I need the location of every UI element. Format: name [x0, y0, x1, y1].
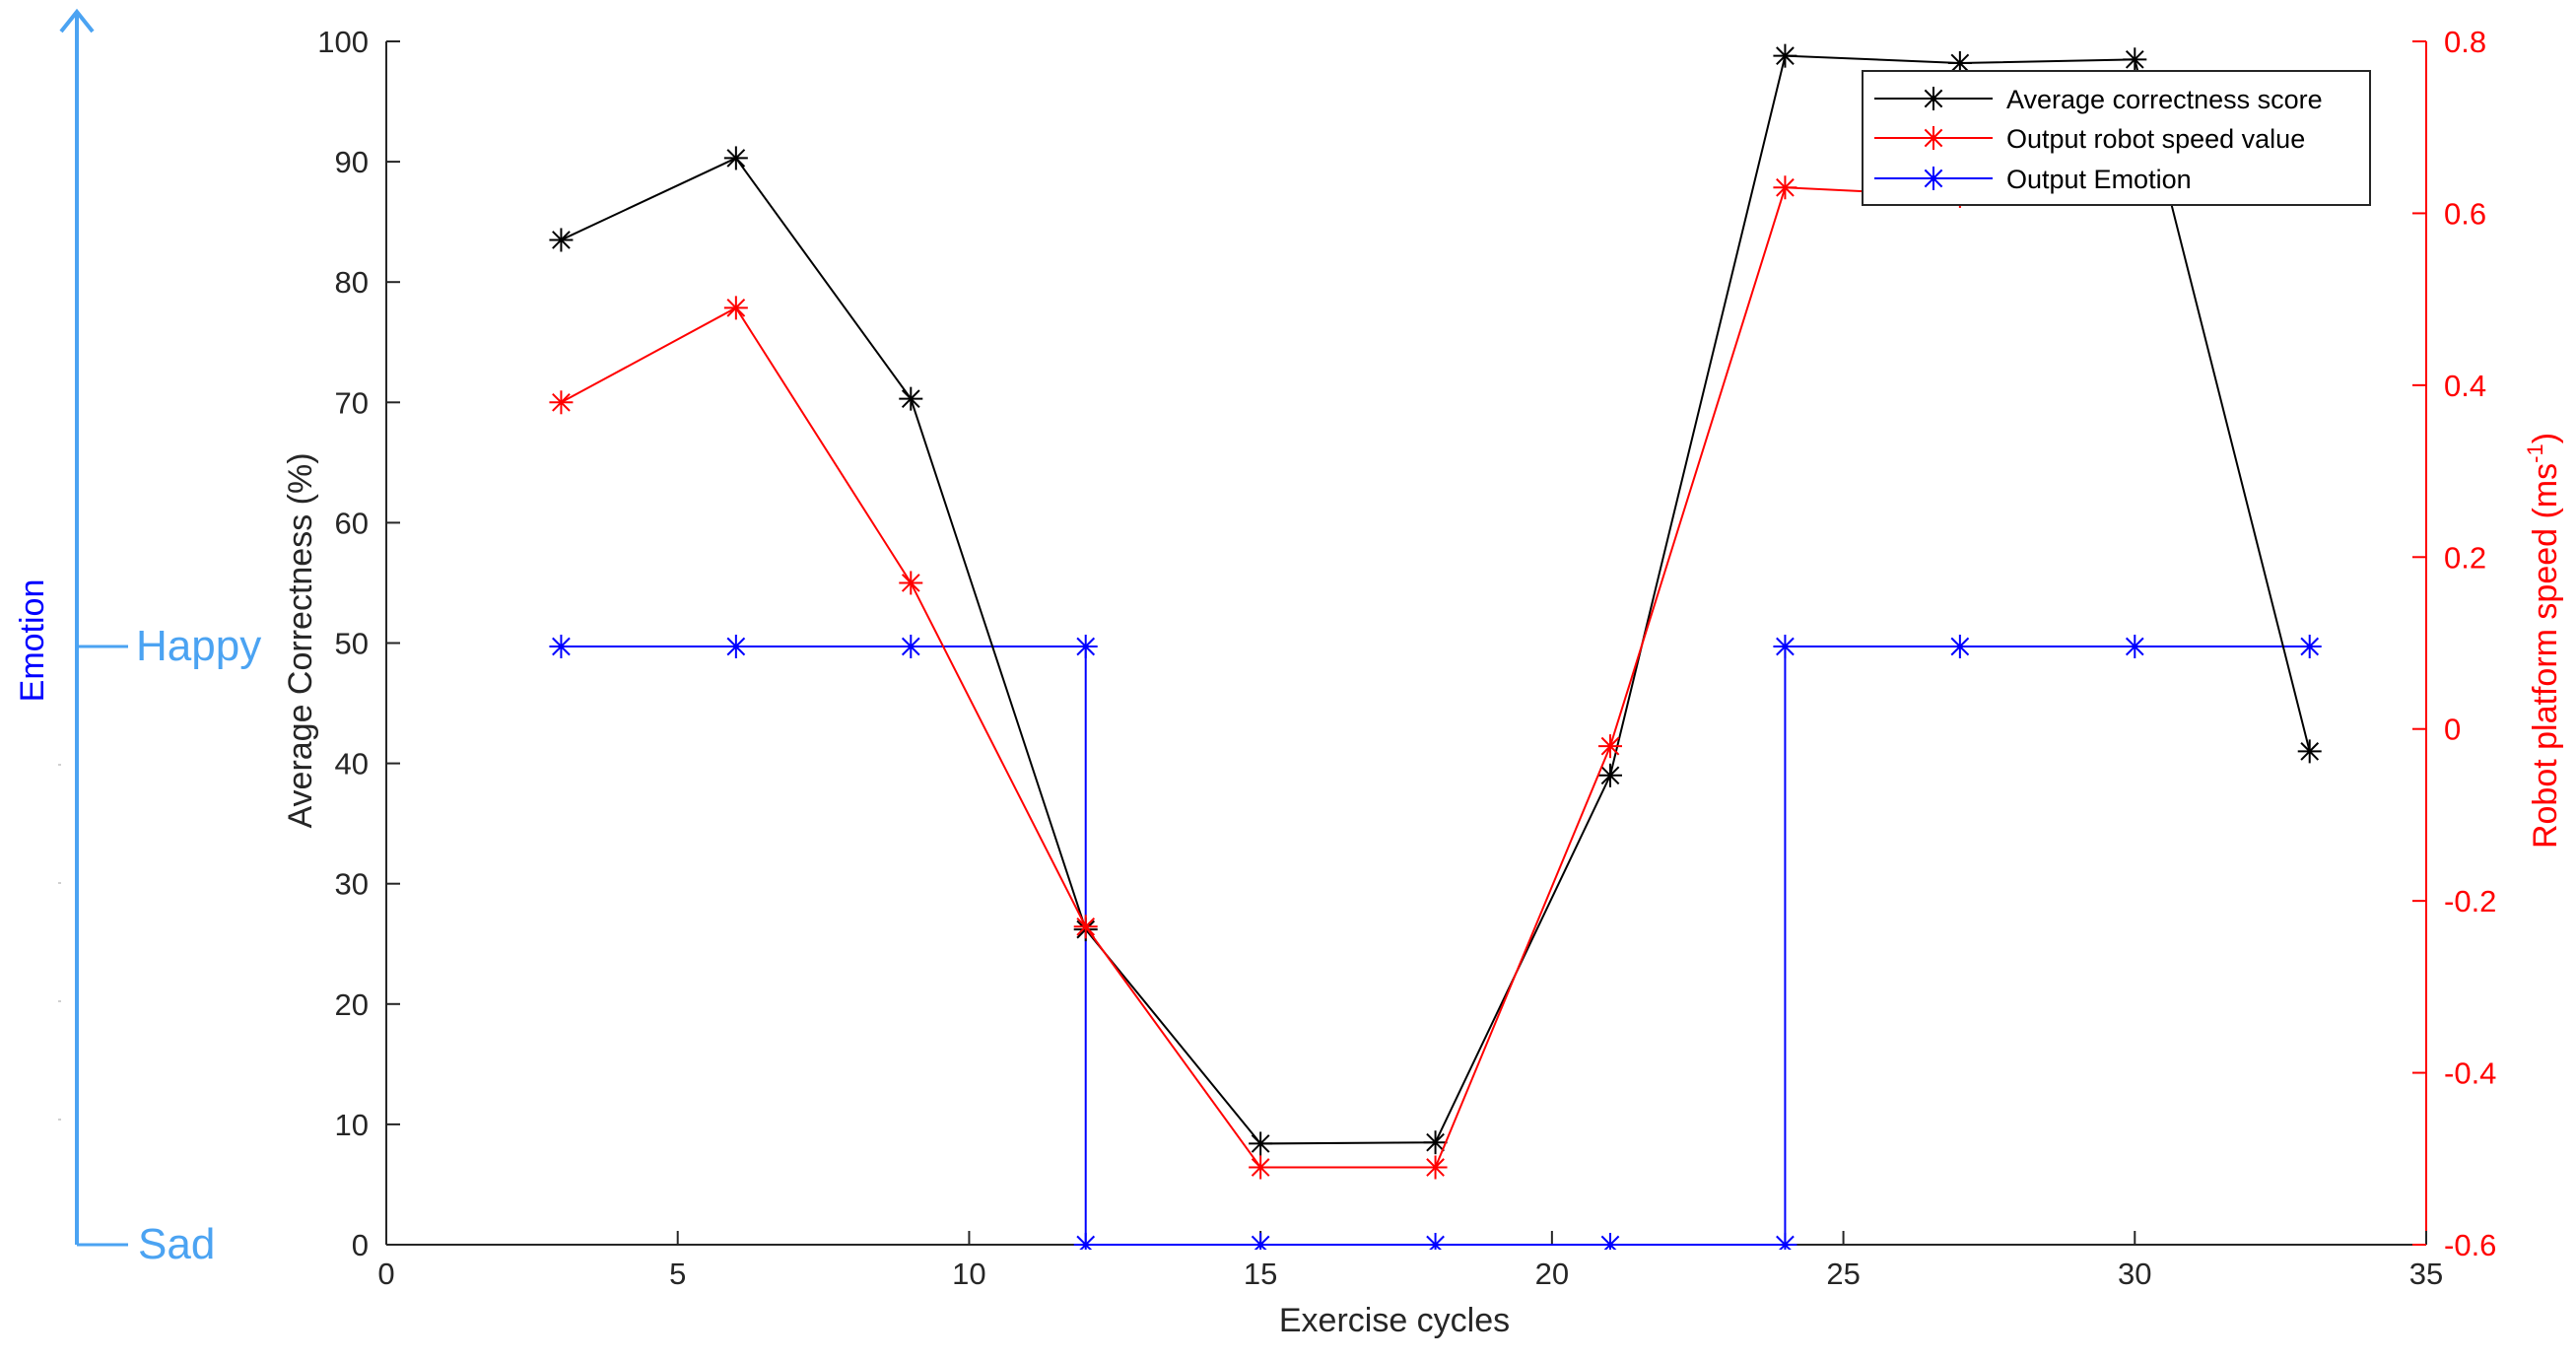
- data-point: [723, 296, 748, 320]
- y-tick-label: 90: [335, 145, 369, 179]
- series-layer: [549, 43, 2322, 1250]
- y2-tick-label: 0.6: [2444, 196, 2486, 231]
- y-tick-label: 100: [317, 25, 369, 59]
- y-tick-label: 30: [335, 867, 369, 902]
- data-point: [1249, 1233, 1273, 1250]
- data-point: [549, 635, 574, 658]
- x-tick-label: 5: [669, 1257, 686, 1291]
- data-point: [1249, 1131, 1273, 1156]
- series-line: [561, 646, 2310, 1246]
- data-point: [2123, 635, 2147, 658]
- data-point: [1598, 763, 1622, 787]
- data-point: [1423, 1130, 1448, 1155]
- data-point: [2297, 739, 2322, 764]
- y-tick-label: 50: [335, 627, 369, 661]
- y2-tick-label: 0.4: [2444, 369, 2486, 403]
- legend-marker: [1922, 126, 1945, 150]
- legend-entries: Average correctness score Output robot sp…: [1874, 85, 2323, 194]
- data-point: [549, 390, 574, 415]
- x-ticks: 0 5 10 15 20 25 30 35: [377, 1231, 2443, 1291]
- data-point: [1773, 635, 1797, 658]
- right-y-axis-title: Robot platform speed (ms-1): [2523, 433, 2564, 849]
- y2-tick-label: -0.2: [2444, 884, 2496, 918]
- right-y-axis-title-close: ): [2527, 433, 2564, 443]
- data-point: [1773, 1233, 1797, 1250]
- x-tick-label: 20: [1535, 1257, 1569, 1291]
- legend-marker: [1922, 87, 1945, 110]
- data-point: [1947, 635, 1972, 658]
- legend: Average correctness score Output robot sp…: [1862, 70, 2371, 206]
- x-axis-title: Exercise cycles: [1279, 1302, 1510, 1339]
- x-tick-label: 35: [2409, 1257, 2443, 1291]
- data-point: [723, 635, 748, 658]
- data-point: [723, 146, 748, 170]
- series-2: [549, 635, 2322, 1250]
- y-tick-label: 60: [335, 506, 369, 540]
- data-point: [1598, 1233, 1622, 1250]
- data-point: [1249, 1155, 1273, 1180]
- y-tick-label: 70: [335, 385, 369, 420]
- data-point: [1773, 43, 1797, 68]
- emotion-axis-arrowhead: [59, 8, 95, 34]
- x-tick-label: 30: [2118, 1257, 2151, 1291]
- y2-tick-label: 0: [2444, 713, 2461, 747]
- data-point: [1598, 734, 1622, 759]
- emotion-axis: Happy Sad Emotion: [14, 8, 261, 1268]
- data-point: [1073, 635, 1098, 658]
- x-tick-label: 25: [1826, 1257, 1860, 1291]
- y-tick-label: 0: [352, 1228, 369, 1262]
- left-y-ticks: 0 10 20 30 40 50 60 70 80 90 100: [317, 25, 400, 1262]
- y-tick-label: 10: [335, 1108, 369, 1142]
- legend-label: Output robot speed value: [2006, 124, 2305, 154]
- data-point: [1423, 1233, 1448, 1250]
- right-y-ticks: -0.6 -0.4 -0.2 0 0.2 0.4 0.6 0.8: [2412, 25, 2496, 1262]
- data-point: [549, 228, 574, 252]
- plot-area: [385, 41, 2427, 1246]
- right-y-axis-title-main: Robot platform speed (ms: [2527, 463, 2564, 849]
- y-tick-label: 80: [335, 265, 369, 300]
- emotion-sad-label: Sad: [138, 1220, 215, 1268]
- left-y-axis-title: Average Correctness (%): [282, 452, 319, 828]
- data-point: [1073, 915, 1098, 939]
- series-line: [561, 54, 2311, 1145]
- y2-tick-label: 0.8: [2444, 25, 2486, 59]
- right-y-axis-title-sup: -1: [2523, 443, 2547, 463]
- data-point: [899, 386, 923, 411]
- x-tick-label: 15: [1244, 1257, 1277, 1291]
- x-tick-label: 10: [952, 1257, 985, 1291]
- legend-label: Output Emotion: [2006, 165, 2192, 194]
- data-point: [899, 635, 923, 658]
- x-tick-label: 0: [377, 1257, 394, 1291]
- y2-tick-label: -0.6: [2444, 1228, 2496, 1262]
- legend-marker: [1922, 167, 1945, 190]
- data-point: [2297, 635, 2322, 658]
- data-point: [2123, 47, 2147, 72]
- data-point: [1423, 1155, 1448, 1180]
- emotion-happy-label: Happy: [136, 622, 261, 670]
- data-point: [899, 571, 923, 595]
- legend-label: Average correctness score: [2006, 85, 2323, 114]
- data-point: [1073, 1233, 1098, 1250]
- series-1: [549, 175, 1972, 1180]
- y2-tick-label: -0.4: [2444, 1056, 2496, 1091]
- data-point: [1773, 175, 1797, 200]
- emotion-axis-title: Emotion: [14, 579, 51, 703]
- y2-tick-label: 0.2: [2444, 540, 2486, 575]
- y-tick-label: 40: [335, 747, 369, 782]
- series-line: [560, 186, 1960, 1169]
- y-tick-label: 20: [335, 987, 369, 1022]
- series-0: [549, 43, 2322, 1156]
